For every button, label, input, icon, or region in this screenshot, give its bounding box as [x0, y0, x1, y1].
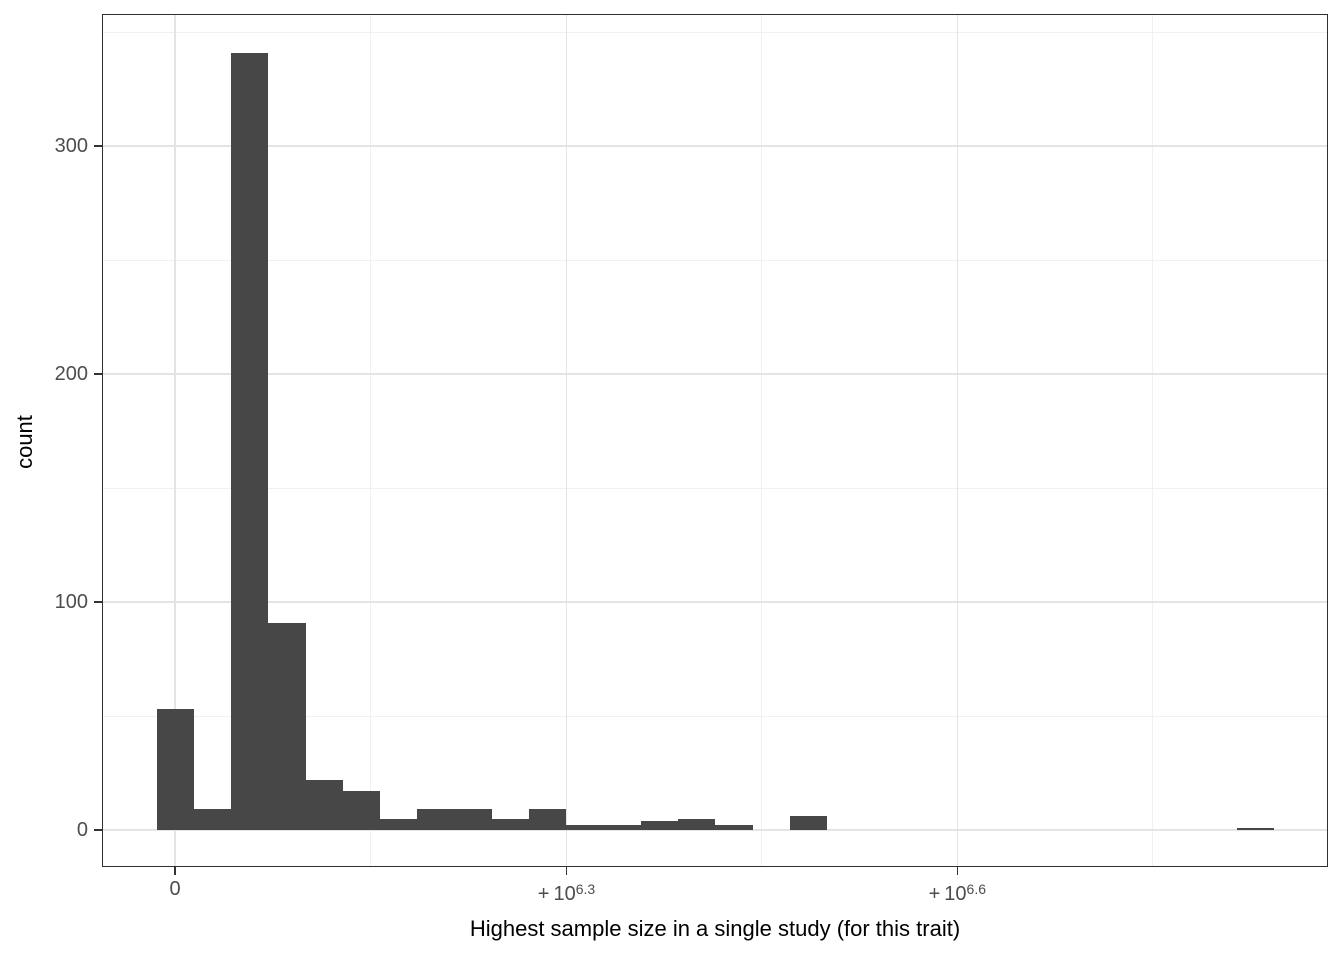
histogram-bar	[231, 52, 268, 830]
y-tick-mark	[94, 601, 102, 603]
x-tick-mark	[565, 867, 568, 875]
histogram-bar	[566, 825, 604, 830]
histogram-bar	[343, 791, 380, 830]
x-tick-label-main: 0	[169, 878, 181, 900]
x-tick-label-main: + 10	[537, 883, 576, 905]
histogram-bar	[790, 816, 827, 830]
histogram-bar	[604, 825, 641, 830]
gridline-y-minor	[102, 259, 1328, 261]
histogram-bar	[455, 809, 492, 830]
x-axis-title: Highest sample size in a single study (f…	[469, 916, 961, 941]
x-tick-label-main: + 10	[928, 883, 967, 905]
histogram-bar	[306, 779, 343, 830]
y-tick-mark	[94, 145, 102, 147]
gridline-y-minor	[102, 31, 1328, 33]
gridline-y-major	[102, 601, 1328, 603]
y-axis-title: count	[12, 415, 37, 469]
histogram-bar	[678, 818, 715, 830]
gridline-y-major	[102, 145, 1328, 147]
x-tick-mark	[956, 867, 959, 875]
x-tick-mark	[174, 867, 176, 875]
gridline-x-minor	[370, 14, 372, 867]
y-tick-mark	[94, 829, 102, 831]
x-tick-label-superscript: 6.6	[966, 881, 986, 897]
gridline-y-minor	[102, 715, 1328, 717]
gridline-x-minor	[1152, 14, 1154, 867]
histogram-bar	[194, 809, 231, 830]
y-tick-mark	[94, 373, 102, 375]
histogram-bar	[380, 818, 417, 830]
histogram-bar	[268, 622, 306, 830]
gridline-y-minor	[102, 487, 1328, 489]
y-tick-label: 200	[54, 363, 88, 385]
y-tick-label: 100	[54, 591, 88, 613]
x-tick-label-superscript: 6.3	[575, 881, 596, 897]
plot-panel	[102, 14, 1328, 867]
histogram-bar	[417, 809, 455, 830]
histogram-bar	[715, 825, 753, 830]
histogram-bar	[1237, 827, 1274, 830]
gridline-y-major	[102, 829, 1328, 831]
gridline-y-major	[102, 373, 1328, 375]
x-tick-label: 0	[169, 877, 180, 901]
x-tick-label: + 106.3	[538, 877, 595, 906]
gridline-x-major	[174, 14, 176, 867]
y-tick-label: 300	[54, 135, 88, 157]
histogram-bar	[492, 818, 529, 830]
x-tick-label: + 106.6	[929, 877, 986, 906]
histogram-bar	[157, 709, 194, 830]
gridline-x-minor	[761, 14, 763, 867]
histogram-bar	[641, 820, 678, 830]
y-tick-label: 0	[76, 819, 88, 841]
gridline-x-major	[956, 14, 959, 867]
gridline-x-major	[565, 14, 568, 867]
histogram-bar	[529, 809, 566, 830]
